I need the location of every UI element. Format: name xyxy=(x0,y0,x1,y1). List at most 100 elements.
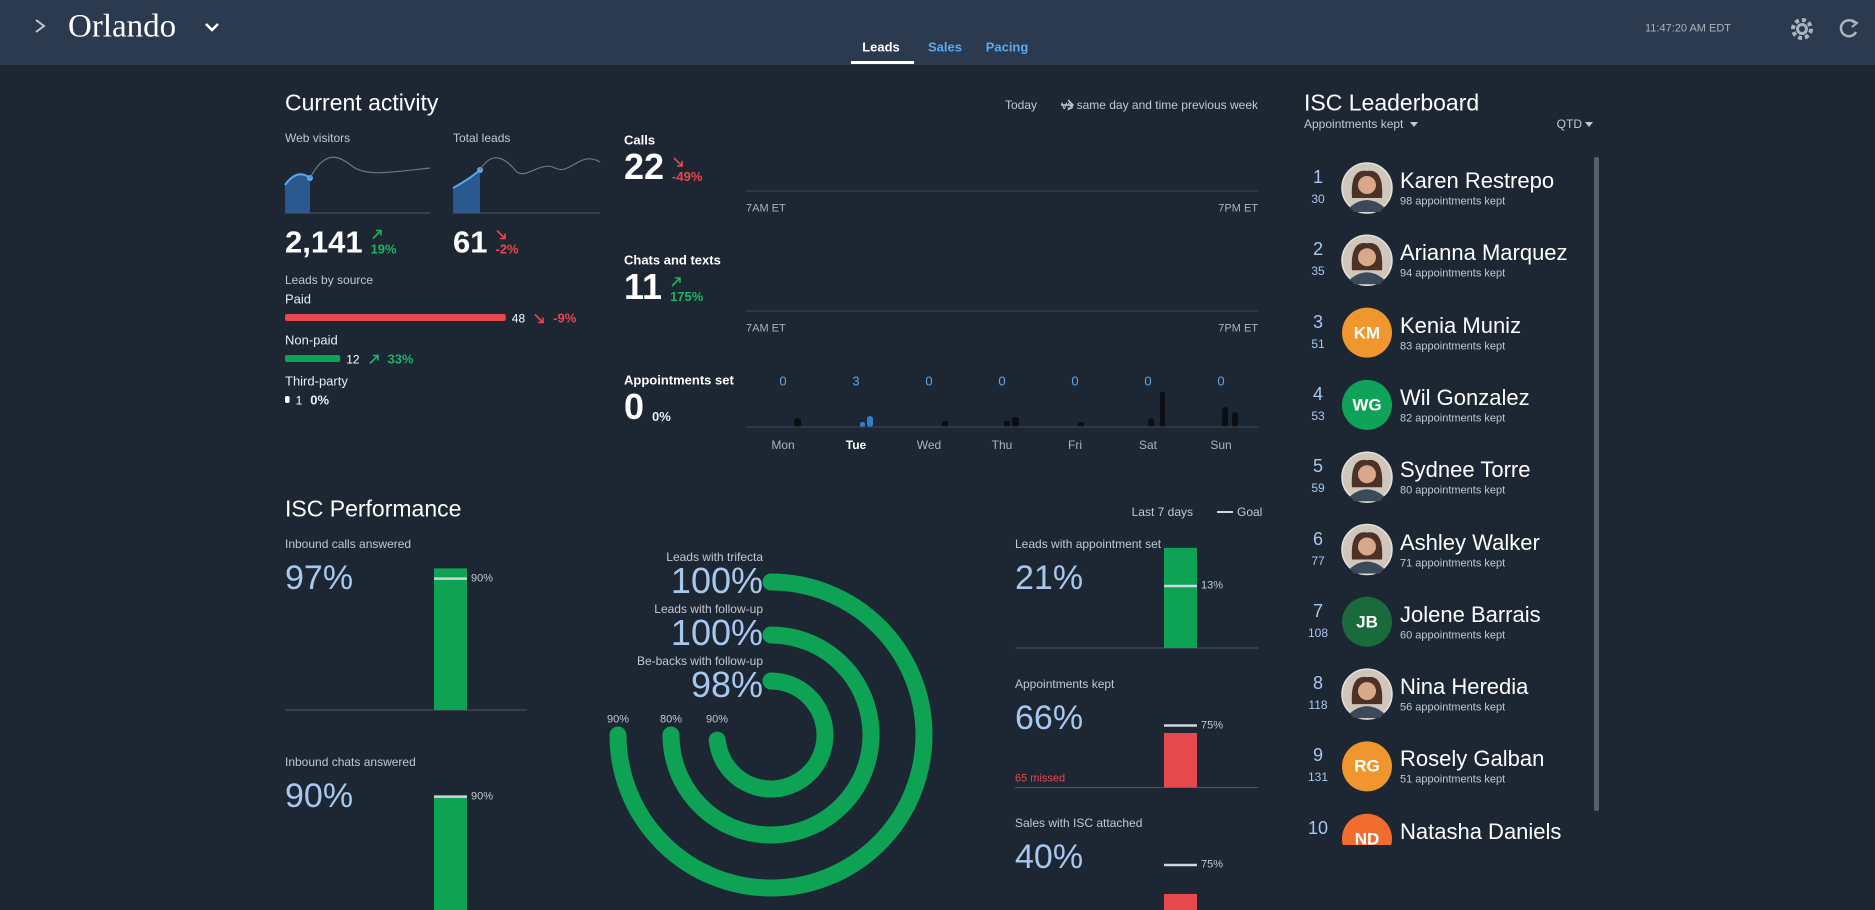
goal-legend: Goal xyxy=(1237,505,1263,519)
name: Sydnee Torre xyxy=(1400,457,1531,483)
section-title: ISC Leaderboard xyxy=(1304,89,1480,116)
metric-value: 22 xyxy=(624,146,665,187)
name: Jolene Barrais xyxy=(1400,601,1541,627)
name: Nina Heredia xyxy=(1400,674,1529,700)
location-caret[interactable] xyxy=(205,23,219,32)
source-count: 48 xyxy=(511,311,526,325)
metric-dropdown[interactable]: Appointments kept xyxy=(1304,117,1404,131)
day-label: Thu xyxy=(991,438,1013,452)
detail: 94 appointments kept xyxy=(1400,267,1506,280)
change-text: 0% xyxy=(652,409,671,424)
source-bar xyxy=(285,355,341,362)
source-row: 1 0% xyxy=(296,394,329,407)
source-change: 0% xyxy=(310,392,330,408)
detail: 82 appointments kept xyxy=(1400,412,1506,425)
day-label: Wed xyxy=(916,438,942,452)
metric-row: 0 0% xyxy=(624,389,671,425)
metric-change: -49% xyxy=(672,156,702,185)
sparkline xyxy=(452,157,601,214)
clock: 11:47:20 AM EDT xyxy=(1644,22,1732,35)
source-row: 12 33% xyxy=(346,353,413,366)
location-title: Orlando xyxy=(68,8,177,45)
sparkline xyxy=(284,156,431,214)
period-caret[interactable] xyxy=(1585,122,1593,127)
change-text: 175% xyxy=(670,289,704,304)
detail: 51 appointments kept xyxy=(1400,773,1506,786)
metric-row: 2,141 19% xyxy=(285,227,397,258)
ring xyxy=(609,573,933,897)
period-dropdown[interactable]: QTD xyxy=(1556,117,1582,131)
metric-value: 97% xyxy=(285,559,354,597)
name: Karen Restrepo xyxy=(1400,168,1555,193)
source-change: -9% xyxy=(553,310,577,326)
avatar-body xyxy=(1350,272,1384,285)
metric-label: Appointments kept xyxy=(1015,676,1115,691)
metric-note: 65 missed xyxy=(1015,772,1066,784)
rank: 7 xyxy=(1312,600,1324,621)
ring-value: 100% xyxy=(670,560,763,601)
name: Natasha Daniels xyxy=(1400,818,1562,844)
day-count: 0 xyxy=(779,373,787,389)
day-label: Fri xyxy=(1068,438,1082,452)
nav-tab[interactable]: Leads xyxy=(862,39,900,55)
hour-mark xyxy=(867,416,873,427)
name: Wil Gonzalez xyxy=(1400,384,1530,410)
avatar-body xyxy=(1350,489,1384,502)
metric-row: 61 -2% xyxy=(453,227,519,258)
source-bar xyxy=(285,396,290,403)
ring-value: 98% xyxy=(690,664,763,705)
score: 108 xyxy=(1307,625,1329,640)
nav-tab[interactable]: Pacing xyxy=(985,39,1029,55)
day-label: Tue xyxy=(845,438,867,452)
ring xyxy=(708,672,834,798)
gear-hole[interactable] xyxy=(1799,26,1805,32)
time-label: 7AM ET xyxy=(746,202,786,215)
metric-row: 11 175% xyxy=(624,269,703,305)
time-label: 7PM ET xyxy=(1218,202,1258,215)
score: 35 xyxy=(1311,264,1325,279)
settings-icon[interactable] xyxy=(1791,18,1813,40)
rank: 6 xyxy=(1312,528,1324,549)
goal-label: 13% xyxy=(1201,579,1224,592)
score: 51 xyxy=(1311,336,1325,351)
trend-arrow xyxy=(496,229,507,240)
avatar xyxy=(1342,813,1392,845)
day-count: 0 xyxy=(1144,373,1152,389)
ring-goal: 90% xyxy=(705,713,729,726)
change-text: 19% xyxy=(370,241,397,257)
score: 77 xyxy=(1311,553,1325,568)
ring-value: 100% xyxy=(670,612,763,653)
avatar xyxy=(1342,596,1392,647)
name: Ashley Walker xyxy=(1400,529,1540,555)
avatar-body xyxy=(1350,706,1384,719)
change-text: -49% xyxy=(672,169,703,184)
avatar-initials: RG xyxy=(1354,756,1380,776)
score: 59 xyxy=(1311,481,1325,496)
channel-label: Appointments set xyxy=(624,372,734,388)
source-count: 12 xyxy=(346,352,360,366)
nav-tab[interactable]: Sales xyxy=(928,39,962,55)
goal-label: 75% xyxy=(1201,719,1224,731)
arrow-path xyxy=(496,229,507,240)
metric-value: 40% xyxy=(1015,838,1084,876)
sparkline-area xyxy=(453,170,480,213)
scrollbar[interactable] xyxy=(1594,157,1599,811)
rank: 3 xyxy=(1312,311,1324,332)
goal-bar xyxy=(434,796,467,910)
avatar-initials: KM xyxy=(1353,323,1381,343)
refresh-icon[interactable] xyxy=(1839,18,1858,38)
gear[interactable] xyxy=(1791,18,1813,40)
metric-value: 0 xyxy=(624,386,645,427)
avatar-face xyxy=(1358,465,1376,484)
metric-value: 61 xyxy=(453,224,488,260)
refresh-arrow[interactable] xyxy=(1851,19,1859,28)
arrow-path xyxy=(534,313,544,323)
avatar-initials: ND xyxy=(1354,829,1380,845)
ring xyxy=(662,626,880,844)
detail: 83 appointments kept xyxy=(1400,340,1506,353)
metric-caret[interactable] xyxy=(1410,122,1418,127)
rank: 1 xyxy=(1312,167,1324,187)
